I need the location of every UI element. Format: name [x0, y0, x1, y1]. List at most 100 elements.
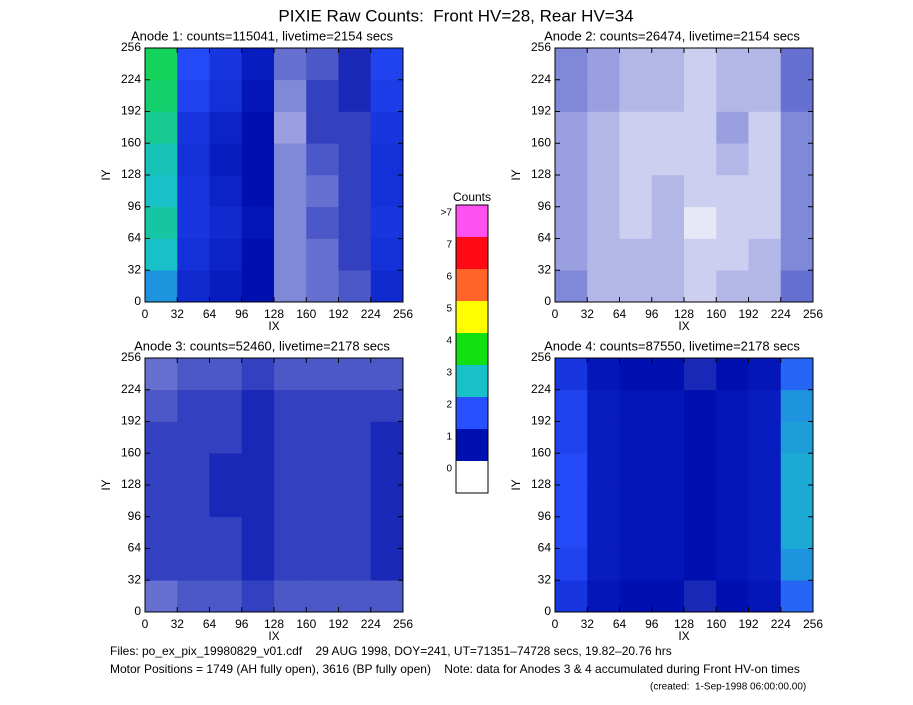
heatmap-cell — [274, 79, 307, 112]
y-tick-label: 192 — [121, 104, 141, 118]
x-axis-label: IX — [678, 319, 689, 333]
heatmap-cell — [748, 516, 782, 549]
x-tick-label: 224 — [361, 307, 381, 321]
heatmap-cell — [274, 389, 307, 422]
y-tick-label: 32 — [538, 262, 552, 276]
heatmap-cell — [651, 206, 685, 239]
heatmap-cell — [780, 270, 814, 303]
heatmap-cell — [716, 206, 749, 239]
x-tick-label: 128 — [264, 307, 284, 321]
x-axis-label: IX — [268, 629, 279, 643]
heatmap-cell — [306, 143, 339, 176]
heatmap-cell — [241, 548, 275, 581]
heatmap-cell — [748, 485, 782, 518]
heatmap-cell — [780, 548, 814, 581]
heatmap-cell — [209, 453, 243, 486]
heatmap-cell — [145, 516, 178, 549]
heatmap-cell — [274, 270, 307, 303]
heatmap-cell — [587, 206, 620, 239]
colorbar-label: 7 — [446, 240, 452, 251]
y-tick-label: 160 — [121, 445, 141, 459]
heatmap-cell — [338, 389, 372, 422]
x-tick-label: 256 — [803, 307, 823, 321]
heatmap-cell — [619, 48, 653, 81]
heatmap-cell — [370, 175, 404, 208]
heatmap-cell — [274, 358, 307, 391]
x-tick-label: 160 — [706, 617, 726, 631]
heatmap-cell — [555, 206, 588, 239]
heatmap-cell — [370, 453, 404, 486]
heatmap-cell — [145, 358, 178, 391]
x-tick-label: 64 — [613, 307, 627, 321]
heatmap-cell — [651, 270, 685, 303]
heatmap-cell — [338, 548, 372, 581]
y-tick-label: 32 — [538, 572, 552, 586]
heatmap-cell — [716, 453, 749, 486]
y-tick-label: 224 — [531, 72, 551, 86]
x-tick-label: 32 — [171, 617, 185, 631]
x-tick-label: 160 — [296, 307, 316, 321]
panel-title: Anode 1: counts=115041, livetime=2154 se… — [131, 28, 394, 43]
heatmap-cell — [370, 238, 404, 271]
heatmap-cell — [684, 389, 717, 422]
heatmap-cell — [716, 48, 749, 81]
y-tick-label: 32 — [128, 572, 142, 586]
heatmap-cell — [241, 111, 275, 144]
heatmap-cell — [684, 358, 717, 391]
heatmap-cell — [370, 485, 404, 518]
heatmap-cell — [370, 580, 404, 613]
heatmap-cell — [587, 548, 620, 581]
heatmap-cell — [619, 421, 653, 454]
heatmap-cell — [716, 358, 749, 391]
heatmap-cell — [587, 485, 620, 518]
x-tick-label: 0 — [552, 307, 559, 321]
heatmap-cell — [651, 453, 685, 486]
heatmap-cell — [748, 548, 782, 581]
heatmap-cell — [619, 358, 653, 391]
y-tick-label: 192 — [531, 104, 551, 118]
heatmap-cell — [716, 79, 749, 112]
heatmap-cell — [306, 389, 339, 422]
x-tick-label: 192 — [738, 617, 758, 631]
heatmap-cell — [651, 421, 685, 454]
heatmap-cell — [619, 548, 653, 581]
y-tick-label: 256 — [121, 40, 141, 54]
heatmap-cell — [780, 48, 814, 81]
heatmap-cell — [274, 175, 307, 208]
heatmap-cell — [209, 238, 243, 271]
heatmap-cell — [338, 111, 372, 144]
y-tick-label: 64 — [128, 231, 142, 245]
heatmap-cell — [370, 389, 404, 422]
heatmap-cell — [241, 48, 275, 81]
footer-created: (created: 1-Sep-1998 06:00:00.00) — [650, 682, 806, 693]
heatmap-cell — [780, 389, 814, 422]
heatmap-cell — [684, 111, 717, 144]
heatmap-cell — [780, 206, 814, 239]
heatmap-cell — [274, 516, 307, 549]
panel-title: Anode 3: counts=52460, livetime=2178 sec… — [134, 338, 390, 353]
heatmap-cell — [748, 580, 782, 613]
heatmap-cell — [370, 421, 404, 454]
heatmap-cell — [145, 79, 178, 112]
heatmap-cell — [241, 79, 275, 112]
heatmap-cell — [370, 516, 404, 549]
heatmap-cell — [780, 421, 814, 454]
heatmap-cell — [306, 421, 339, 454]
heatmap-cell — [619, 111, 653, 144]
x-tick-label: 0 — [142, 617, 149, 631]
heatmap-cell — [209, 79, 243, 112]
y-tick-label: 96 — [128, 509, 142, 523]
x-tick-label: 32 — [171, 307, 185, 321]
heatmap-cell — [748, 111, 782, 144]
y-tick-label: 32 — [128, 262, 142, 276]
x-tick-label: 256 — [803, 617, 823, 631]
heatmap-cell — [338, 358, 372, 391]
heatmap-cell — [748, 421, 782, 454]
heatmap-cell — [145, 206, 178, 239]
x-tick-label: 64 — [203, 307, 217, 321]
heatmap-cell — [619, 453, 653, 486]
heatmap-cell — [684, 48, 717, 81]
page-title: PIXIE Raw Counts: Front HV=28, Rear HV=3… — [278, 6, 633, 25]
heatmap-cell — [587, 79, 620, 112]
